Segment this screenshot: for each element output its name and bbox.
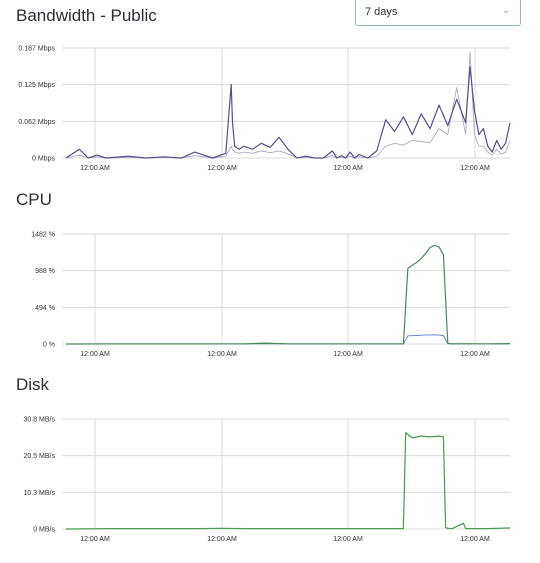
x-tick-label: 12:00 AM — [333, 536, 363, 543]
chevron-down-icon: ⌄ — [501, 5, 510, 16]
time-range-select[interactable]: 7 days ⌄ — [355, 0, 521, 26]
x-tick-label: 12:00 AM — [207, 351, 237, 358]
x-tick-label: 12:00 AM — [460, 351, 490, 358]
time-range-value: 7 days — [365, 6, 398, 18]
bandwidth-title: Bandwidth - Public — [16, 6, 157, 25]
series-line-2 — [65, 334, 510, 345]
x-tick-label: 12:00 AM — [333, 351, 363, 358]
disk-title: Disk — [16, 375, 50, 394]
y-tick-label: 30.8 MB/s — [23, 417, 55, 424]
y-tick-label: 494 % — [35, 305, 55, 312]
y-tick-label: 10.3 MB/s — [23, 490, 55, 497]
x-tick-label: 12:00 AM — [207, 536, 237, 543]
y-tick-label: 988 % — [35, 268, 55, 275]
y-tick-label: 1482 % — [31, 232, 55, 239]
series-line-2 — [65, 51, 511, 159]
y-tick-label: 0 % — [43, 342, 55, 349]
cpu-title: CPU — [16, 190, 52, 209]
y-tick-label: 0 Mbps — [32, 156, 55, 163]
y-tick-label: 0.187 Mbps — [18, 46, 55, 53]
x-tick-label: 12:00 AM — [460, 536, 490, 543]
series-line-1 — [65, 244, 511, 345]
y-tick-label: 0.125 Mbps — [18, 82, 55, 89]
x-tick-label: 12:00 AM — [460, 165, 490, 172]
y-tick-label: 0.062 Mbps — [18, 119, 55, 126]
y-tick-label: 20.5 MB/s — [23, 453, 55, 460]
x-tick-label: 12:00 AM — [80, 536, 110, 543]
x-tick-label: 12:00 AM — [333, 165, 363, 172]
y-tick-label: 0 MB/s — [33, 527, 55, 534]
cpu-chart: 1482 % 988 % 494 % 0 % 12:00 AM 12:00 AM 12:00… — [31, 232, 511, 358]
series-line-1 — [65, 66, 511, 159]
x-tick-label: 12:00 AM — [80, 165, 110, 172]
series-line-1 — [65, 432, 511, 530]
x-tick-label: 12:00 AM — [80, 351, 110, 358]
disk-chart: 30.8 MB/s 20.5 MB/s 10.3 MB/s 0 MB/s 12:00 A… — [23, 417, 511, 543]
x-tick-label: 12:00 AM — [207, 165, 237, 172]
bandwidth-chart: 0.187 Mbps 0.125 Mbps 0.062 Mbps 0 Mbps 12:0… — [18, 46, 511, 172]
